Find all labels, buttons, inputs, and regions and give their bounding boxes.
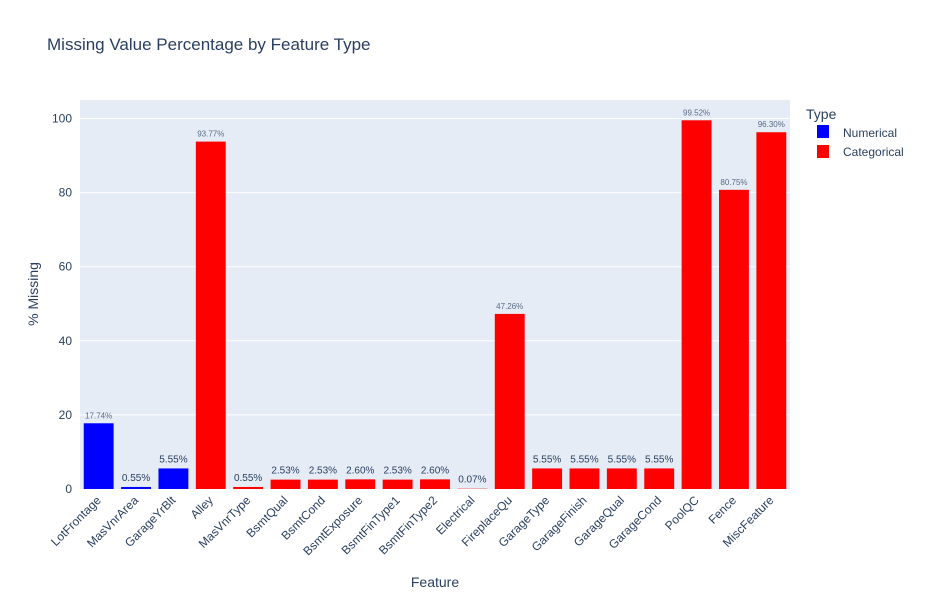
bar-fireplacequ[interactable] xyxy=(495,314,525,489)
legend-swatch-numerical xyxy=(817,125,829,138)
bar-poolqc[interactable] xyxy=(682,120,712,489)
bar-masvnrarea[interactable] xyxy=(121,487,151,489)
y-tick-label: 0 xyxy=(65,482,72,496)
data-label-bsmtfintype2: 2.60% xyxy=(421,465,449,476)
bar-miscfeature[interactable] xyxy=(756,132,786,489)
bar-alley[interactable] xyxy=(196,142,226,489)
data-label-masvnrtype: 0.55% xyxy=(234,473,262,484)
data-label-fireplacequ: 47.26% xyxy=(496,302,523,311)
data-label-bsmtfintype1: 2.53% xyxy=(383,466,411,477)
chart-title: Missing Value Percentage by Feature Type xyxy=(47,35,371,54)
data-label-miscfeature: 96.30% xyxy=(758,120,785,129)
data-label-electrical: 0.07% xyxy=(458,475,486,486)
data-label-garagequal: 5.55% xyxy=(608,454,636,465)
data-label-fence: 80.75% xyxy=(720,178,747,187)
data-label-garageyrblt: 5.55% xyxy=(159,454,187,465)
bar-garagecond[interactable] xyxy=(644,468,674,489)
data-label-garagecond: 5.55% xyxy=(645,454,673,465)
data-label-bsmtcond: 2.53% xyxy=(309,466,337,477)
legend-title: Type xyxy=(806,106,837,122)
bar-bsmtcond[interactable] xyxy=(308,480,338,489)
data-label-poolqc: 99.52% xyxy=(683,108,710,117)
bar-bsmtfintype2[interactable] xyxy=(420,479,450,489)
y-tick-label: 20 xyxy=(59,408,73,422)
legend-label-categorical: Categorical xyxy=(843,145,904,159)
bar-garagequal[interactable] xyxy=(607,468,637,489)
data-label-lotfrontage: 17.74% xyxy=(85,411,112,420)
data-label-garagefinish: 5.55% xyxy=(570,454,598,465)
bar-garagefinish[interactable] xyxy=(570,468,600,489)
bar-lotfrontage[interactable] xyxy=(84,423,114,489)
data-label-garagetype: 5.55% xyxy=(533,454,561,465)
data-label-alley: 93.77% xyxy=(197,130,224,139)
x-axis-title: Feature xyxy=(411,574,459,590)
data-label-bsmtexposure: 2.60% xyxy=(346,465,374,476)
data-label-bsmtqual: 2.53% xyxy=(271,466,299,477)
bar-fence[interactable] xyxy=(719,190,749,489)
y-tick-label: 100 xyxy=(52,112,72,126)
data-label-masvnrarea: 0.55% xyxy=(122,473,150,484)
y-tick-label: 60 xyxy=(59,260,73,274)
bar-garagetype[interactable] xyxy=(532,468,562,489)
bar-bsmtfintype1[interactable] xyxy=(383,480,413,489)
bar-masvnrtype[interactable] xyxy=(233,487,263,489)
legend-label-numerical: Numerical xyxy=(843,126,897,140)
bar-bsmtexposure[interactable] xyxy=(345,479,375,489)
y-tick-label: 80 xyxy=(59,186,73,200)
y-axis-title: % Missing xyxy=(25,262,41,326)
bar-bsmtqual[interactable] xyxy=(271,480,301,489)
legend-swatch-categorical xyxy=(817,145,829,158)
bar-garageyrblt[interactable] xyxy=(158,468,188,489)
y-tick-label: 40 xyxy=(59,334,73,348)
